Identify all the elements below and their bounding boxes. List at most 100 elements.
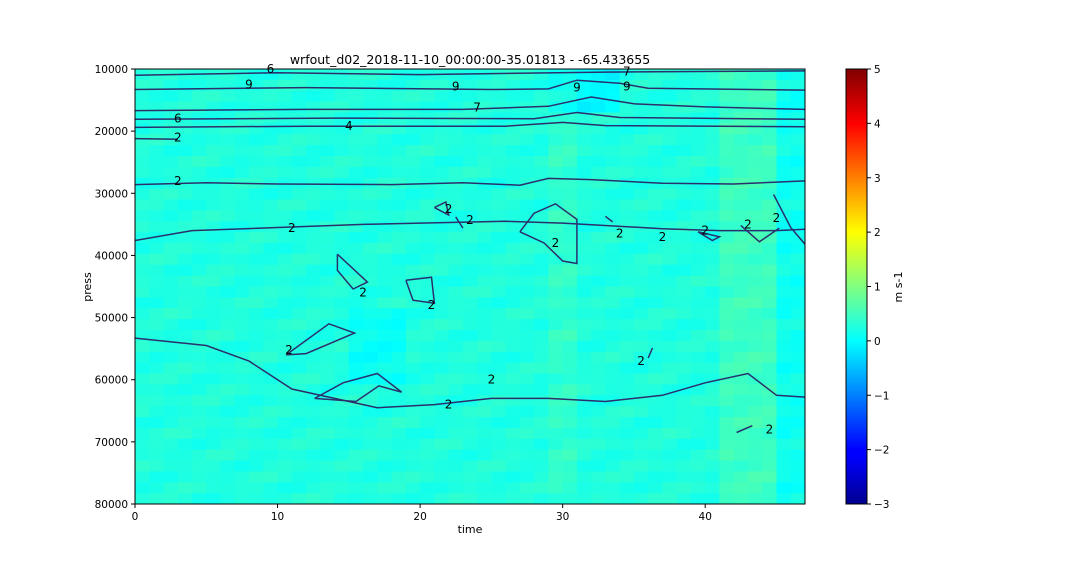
heatmap-cell [391, 340, 407, 353]
heatmap-cell [619, 79, 635, 92]
heatmap-cell [705, 373, 721, 385]
heatmap-cell [776, 145, 792, 157]
heatmap-cell [291, 460, 307, 472]
contour-label: 2 [445, 202, 453, 216]
heatmap-cell [377, 427, 393, 440]
heatmap-cell [420, 406, 435, 418]
heatmap-cell [277, 123, 293, 135]
heatmap-cell [619, 449, 635, 462]
heatmap-cell [633, 199, 649, 211]
heatmap-cell [206, 319, 222, 331]
heatmap-cell [135, 210, 150, 222]
heatmap-cell [320, 384, 336, 396]
heatmap-cell [434, 340, 450, 353]
heatmap-cell [719, 69, 735, 81]
heatmap-cell [576, 123, 592, 135]
heatmap-cell [747, 221, 763, 233]
heatmap-cell [206, 286, 222, 298]
heatmap-cell [206, 427, 222, 440]
heatmap-cell [605, 264, 621, 277]
heatmap-cell [462, 156, 478, 168]
heatmap-cell [491, 145, 507, 157]
heatmap-cell [776, 471, 792, 483]
heatmap-cell [762, 134, 778, 146]
heatmap-cell [562, 340, 578, 353]
heatmap-cell [505, 471, 521, 483]
heatmap-cell [462, 145, 478, 157]
contour-line-2 [604, 215, 614, 223]
heatmap-cell [135, 340, 150, 353]
heatmap-cell [648, 243, 664, 255]
heatmap-cell [149, 493, 165, 504]
heatmap-cell [733, 449, 749, 462]
heatmap-cell [690, 264, 706, 277]
heatmap-cell [234, 340, 250, 353]
heatmap-cell [448, 406, 464, 418]
heatmap-cell [405, 221, 421, 233]
heatmap-cell [135, 438, 150, 451]
heatmap-cell [576, 308, 592, 320]
heatmap-cell [149, 156, 165, 168]
heatmap-cell [605, 297, 621, 309]
heatmap-cell [519, 406, 535, 418]
heatmap-cell [562, 199, 578, 211]
heatmap-cell [633, 123, 649, 135]
heatmap-cell [277, 286, 293, 298]
heatmap-cell [591, 221, 607, 233]
heatmap-cell [562, 210, 578, 222]
heatmap-cell [562, 188, 578, 201]
heatmap-cell [534, 482, 550, 494]
heatmap-cell [762, 351, 778, 364]
heatmap-cell [576, 145, 592, 157]
heatmap-cell [477, 221, 492, 233]
heatmap-cell [719, 427, 735, 440]
heatmap-cell [206, 330, 222, 342]
heatmap-cell [149, 319, 165, 331]
heatmap-cell [591, 308, 607, 320]
heatmap-cell [562, 69, 578, 81]
heatmap-cell [334, 243, 350, 255]
heatmap-cell [377, 145, 393, 157]
heatmap-cell [149, 384, 165, 396]
heatmap-cell [648, 297, 664, 309]
heatmap-cell [363, 145, 378, 157]
heatmap-cell [163, 417, 179, 429]
heatmap-cell [434, 395, 450, 407]
heatmap-cell [306, 319, 321, 331]
heatmap-cell [605, 112, 621, 124]
heatmap-cell [648, 253, 664, 266]
heatmap-cell [234, 460, 250, 472]
heatmap-cell [690, 134, 706, 146]
heatmap-cell [448, 362, 464, 375]
contour-label: 7 [473, 101, 481, 115]
heatmap-cell [534, 156, 550, 168]
heatmap-cell [519, 253, 535, 266]
heatmap-cell [249, 243, 264, 255]
heatmap-cell [363, 340, 378, 353]
heatmap-cell [377, 471, 393, 483]
heatmap-cell [762, 275, 778, 288]
heatmap-cell [177, 275, 193, 288]
heatmap-cell [591, 438, 607, 451]
heatmap-cell [591, 112, 607, 124]
heatmap-cell [192, 362, 207, 375]
heatmap-cell [747, 210, 763, 222]
heatmap-cell [462, 286, 478, 298]
heatmap-cell [719, 406, 735, 418]
heatmap-cell [705, 384, 721, 396]
heatmap-cell [277, 210, 293, 222]
heatmap-cell [220, 286, 236, 298]
heatmap-cell [306, 286, 321, 298]
heatmap-cell [548, 112, 564, 124]
heatmap-cell [534, 90, 550, 103]
heatmap-cell [562, 145, 578, 157]
heatmap-cell [690, 253, 706, 266]
heatmap-cell [377, 417, 393, 429]
heatmap-cell [163, 199, 179, 211]
heatmap-cell [135, 493, 150, 504]
heatmap-cell [705, 362, 721, 375]
heatmap-cell [462, 90, 478, 103]
heatmap-cell [605, 482, 621, 494]
heatmap-cell [676, 340, 692, 353]
heatmap-cell [420, 145, 435, 157]
